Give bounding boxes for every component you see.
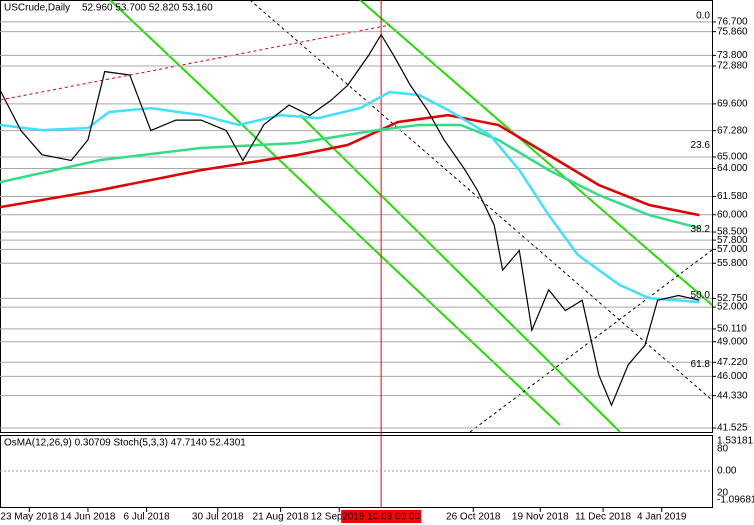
y-tick-label: 75.860 xyxy=(717,26,748,37)
x-tick-label: 19 Nov 2018 xyxy=(512,512,569,523)
y-tick-label: 44.330 xyxy=(717,390,748,401)
y-tick-label: 61.580 xyxy=(717,191,748,202)
moving-average xyxy=(0,90,700,304)
channel-line xyxy=(109,0,561,426)
y-tick-label: 73.800 xyxy=(717,50,748,61)
y-tick-label: 46.000 xyxy=(717,371,748,382)
y-tick-label: 57.800 xyxy=(717,235,748,246)
indicator-tick-label: 0.00 xyxy=(717,466,737,477)
moving-average xyxy=(0,113,700,217)
price-line xyxy=(0,33,700,407)
moving-average xyxy=(0,123,700,230)
y-tick-label: 47.220 xyxy=(717,357,748,368)
symbol-title: USCrude,Daily xyxy=(4,3,70,14)
y-tick-label: 57.000 xyxy=(717,244,748,255)
main-frame xyxy=(0,0,713,433)
y-tick-label: 64.000 xyxy=(717,163,748,174)
y-tick-label: 49.000 xyxy=(717,336,748,347)
indicator-tick-label: -1.09681 xyxy=(717,495,754,506)
grid xyxy=(0,0,712,508)
y-tick-label: 52.750 xyxy=(717,293,748,304)
indicator-title: OsMA(12,26,9) 0.30709 Stoch(5,3,3) 47.71… xyxy=(4,438,246,449)
fib-label: 23.6 xyxy=(691,140,711,151)
y-tick-label: 65.000 xyxy=(717,152,748,163)
dotted-trend xyxy=(0,24,391,101)
channel-line xyxy=(299,114,621,433)
fib-label: 50.0 xyxy=(691,290,711,301)
y-tick-label: 72.880 xyxy=(717,61,748,72)
x-tick-label: 11 Dec 2018 xyxy=(575,512,631,523)
y-tick-label: 67.280 xyxy=(717,125,748,136)
cursor-label: 2018.10.03 00:00 xyxy=(342,512,420,523)
channel-line xyxy=(359,0,713,306)
x-tick-label: 6 Jul 2018 xyxy=(124,512,171,523)
y-tick-label: 52.000 xyxy=(717,302,748,313)
y-tick-label: 60.000 xyxy=(717,209,748,220)
y-tick-label: 76.700 xyxy=(717,17,748,28)
indicator-tick-label: 80 xyxy=(717,444,729,455)
cursor-label-box xyxy=(341,510,422,523)
y-tick-label: 50.110 xyxy=(717,324,747,335)
x-tick-label: 12 Sep 2018 xyxy=(311,512,368,523)
price-info: 52.960 53.700 52.820 53.160 xyxy=(82,3,213,14)
y-tick-label: 41.525 xyxy=(717,423,748,434)
x-tick-label: 21 Aug 2018 xyxy=(253,512,310,523)
plot xyxy=(0,33,700,407)
y-tick-label: 55.800 xyxy=(717,258,748,269)
indicator-tick-label: 20 xyxy=(717,488,729,499)
x-tick-label: 4 Jan 2019 xyxy=(637,512,687,523)
x-tick-label: 14 Jun 2018 xyxy=(60,512,115,523)
y-tick-label: 69.600 xyxy=(717,99,748,110)
fib-label: 61.8 xyxy=(691,359,711,370)
fib-label: 38.2 xyxy=(691,224,711,235)
x-tick-label: 30 Jul 2018 xyxy=(192,512,244,523)
y-tick-label: 58.500 xyxy=(717,227,748,238)
x-tick-label: 23 May 2018 xyxy=(0,512,58,523)
x-tick-label: 26 Oct 2018 xyxy=(446,512,501,523)
indicator-tick-label: 1.53181 xyxy=(717,436,754,447)
fib-label: 0.0 xyxy=(696,11,710,22)
